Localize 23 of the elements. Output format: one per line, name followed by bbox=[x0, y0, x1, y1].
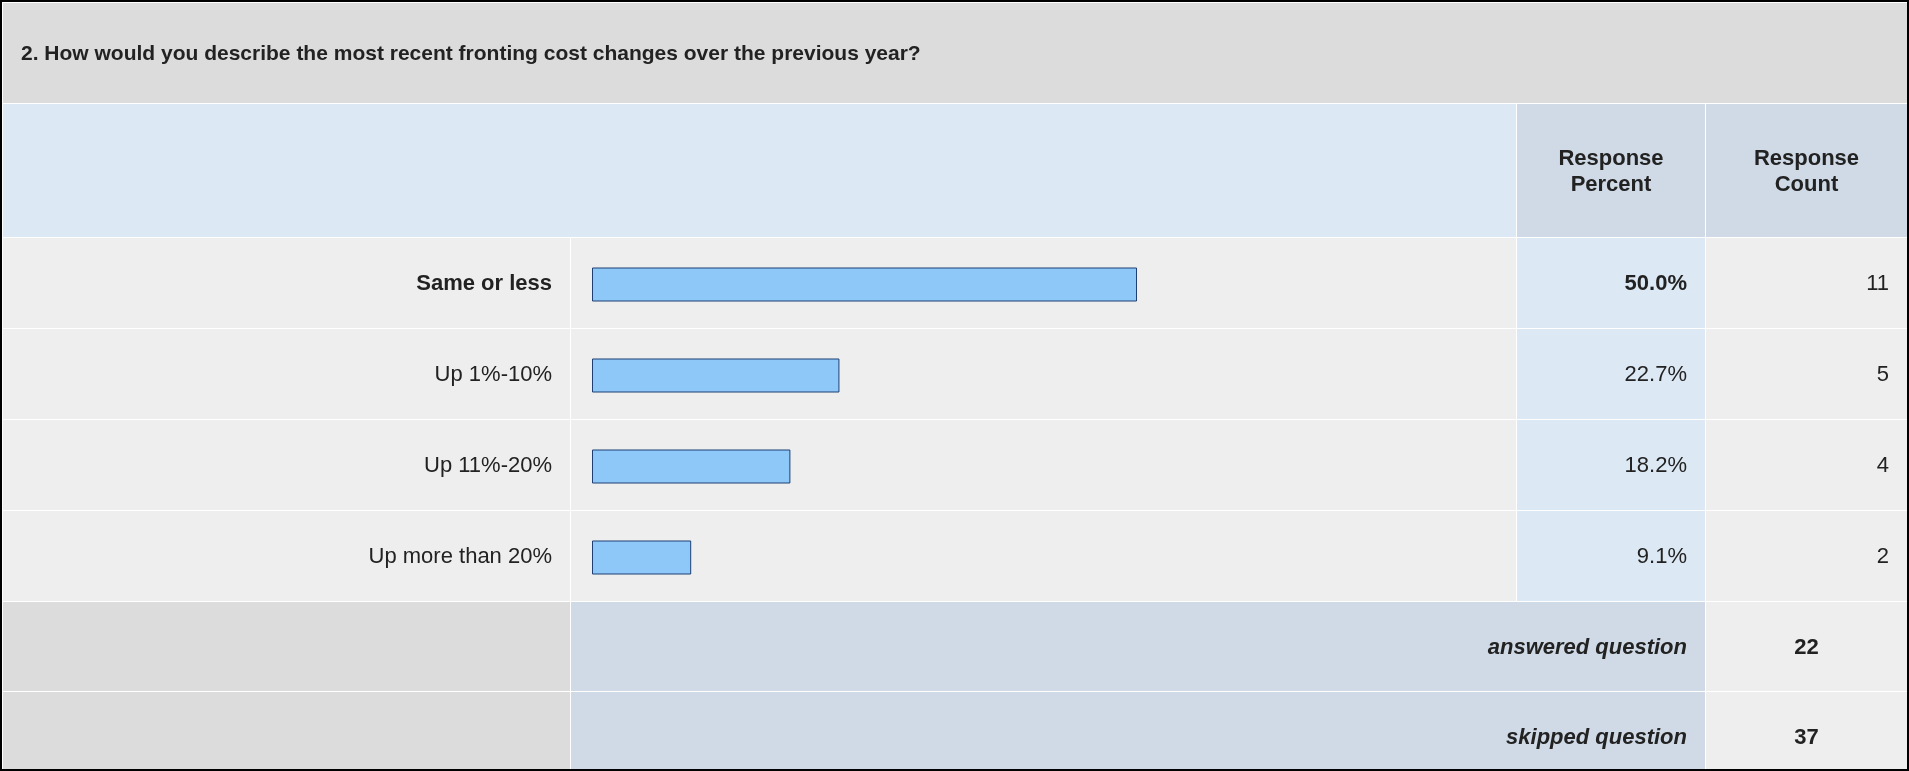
bar bbox=[592, 540, 692, 575]
text: Response Count bbox=[1705, 103, 1908, 238]
text: 2 bbox=[1705, 510, 1908, 602]
data-label: 9.1% bbox=[1516, 510, 1706, 602]
bar bbox=[592, 358, 840, 393]
text: 11 bbox=[1705, 237, 1908, 329]
data-label: 22.7% bbox=[1516, 328, 1706, 420]
y-tick-label: Up more than 20% bbox=[2, 510, 571, 602]
y-tick-label: Up 1%-10% bbox=[2, 328, 571, 420]
data-label: 50.0% bbox=[1516, 237, 1706, 329]
text: Response Percent bbox=[1516, 103, 1706, 238]
y-tick-label: Same or less bbox=[2, 237, 571, 329]
y-tick-label: Up 11%-20% bbox=[2, 419, 571, 511]
bar bbox=[592, 449, 791, 484]
text: 37 bbox=[1705, 691, 1908, 771]
text: 5 bbox=[1705, 328, 1908, 420]
data-label: 18.2% bbox=[1516, 419, 1706, 511]
text: skipped question bbox=[570, 691, 1706, 771]
bar bbox=[592, 267, 1137, 302]
chart-title: 2. How would you describe the most recent fronting cost changes over the previous year? bbox=[2, 2, 1908, 104]
text: 22 bbox=[1705, 601, 1908, 692]
text: 4 bbox=[1705, 419, 1908, 511]
text: answered question bbox=[570, 601, 1706, 692]
